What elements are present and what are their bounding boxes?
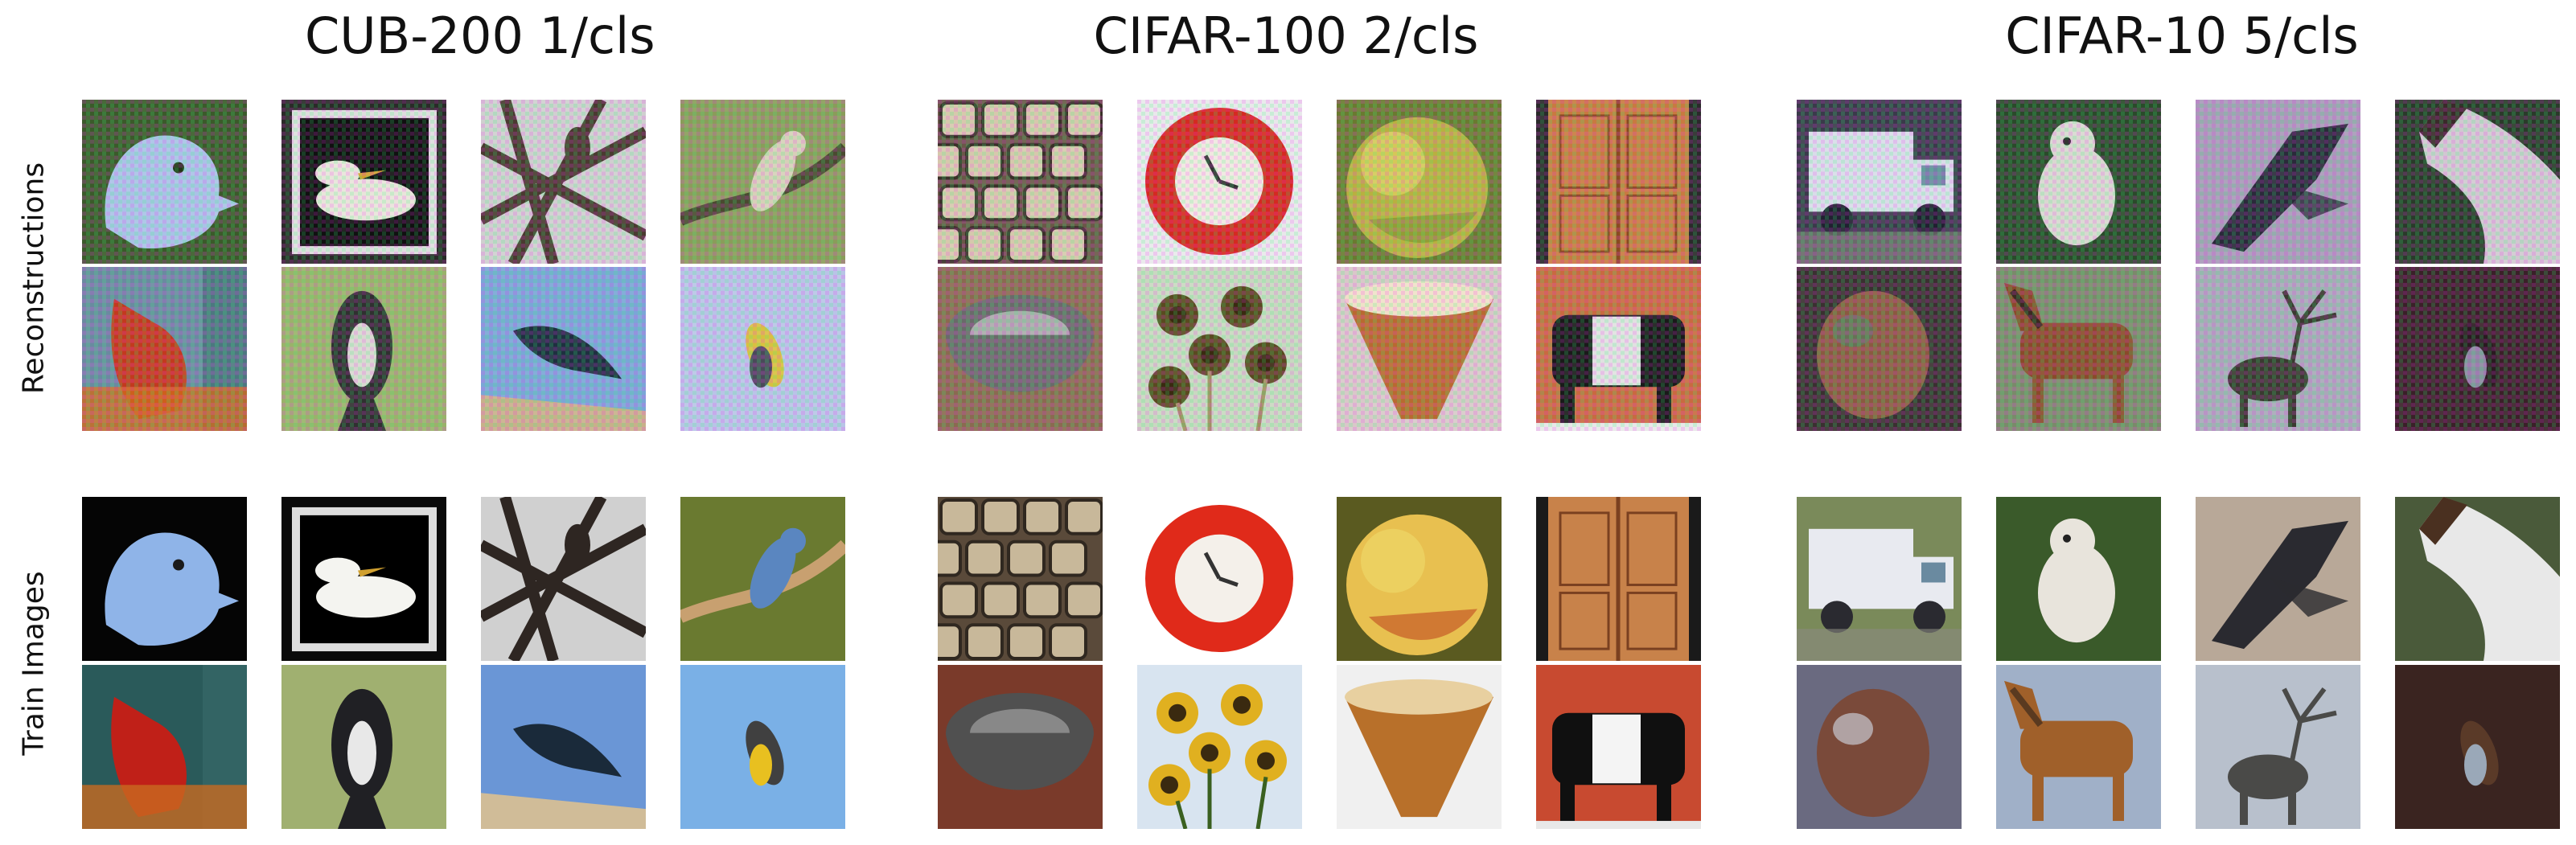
cifar10-train-image-6 <box>1996 665 2161 829</box>
cub200-reconstruction-5 <box>82 267 247 431</box>
cifar10-reconstruction-8 <box>2395 267 2560 431</box>
cub200-reconstruction-1 <box>82 100 247 264</box>
cub200-reconstruction-6 <box>281 267 446 431</box>
cifar100-reconstruction-4 <box>1536 100 1701 264</box>
panel-title-cub200: CUB-200 1/cls <box>305 6 655 65</box>
cub200-reconstruction-4 <box>680 100 845 264</box>
cifar10-reconstruction-5 <box>1797 267 1962 431</box>
cub200-train-image-4 <box>680 497 845 661</box>
cifar100-reconstruction-3 <box>1337 100 1502 264</box>
cifar100-train-image-2 <box>1137 497 1302 661</box>
cub200-train-image-1 <box>82 497 247 661</box>
cifar10-reconstruction-6 <box>1996 267 2161 431</box>
cifar100-train-image-4 <box>1536 497 1701 661</box>
cifar100-train-image-7 <box>1337 665 1502 829</box>
cifar100-reconstruction-2 <box>1137 100 1302 264</box>
cifar10-train-image-7 <box>2196 665 2360 829</box>
cifar10-train-image-3 <box>2196 497 2360 661</box>
cifar10-reconstruction-7 <box>2196 267 2360 431</box>
cifar100-train-image-3 <box>1337 497 1502 661</box>
cifar10-train-image-5 <box>1797 665 1962 829</box>
cifar100-reconstruction-5 <box>938 267 1103 431</box>
row-label-reconstructions: Reconstructions <box>17 162 51 395</box>
cub200-train-image-3 <box>481 497 646 661</box>
cub200-train-image-2 <box>281 497 446 661</box>
cub200-train-image-8 <box>680 665 845 829</box>
cifar10-reconstruction-4 <box>2395 100 2560 264</box>
cifar10-reconstruction-3 <box>2196 100 2360 264</box>
cifar100-reconstruction-7 <box>1337 267 1502 431</box>
cifar100-train-image-8 <box>1536 665 1701 829</box>
cub200-reconstruction-7 <box>481 267 646 431</box>
cifar10-train-image-8 <box>2395 665 2560 829</box>
panel-title-cifar10: CIFAR-10 5/cls <box>2005 6 2359 65</box>
cifar10-train-image-1 <box>1797 497 1962 661</box>
cifar100-reconstruction-8 <box>1536 267 1701 431</box>
cifar10-train-image-2 <box>1996 497 2161 661</box>
cifar100-train-image-6 <box>1137 665 1302 829</box>
cifar100-reconstruction-1 <box>938 100 1103 264</box>
cub200-reconstruction-2 <box>281 100 446 264</box>
cub200-reconstruction-3 <box>481 100 646 264</box>
panel-title-cifar100: CIFAR-100 2/cls <box>1093 6 1479 65</box>
cub200-reconstruction-8 <box>680 267 845 431</box>
cifar10-reconstruction-1 <box>1797 100 1962 264</box>
cub200-train-image-6 <box>281 665 446 829</box>
cub200-train-image-7 <box>481 665 646 829</box>
cifar100-reconstruction-6 <box>1137 267 1302 431</box>
cifar100-train-image-5 <box>938 665 1103 829</box>
cub200-train-image-5 <box>82 665 247 829</box>
row-label-train-images: Train Images <box>17 571 51 756</box>
cifar10-reconstruction-2 <box>1996 100 2161 264</box>
cifar10-train-image-4 <box>2395 497 2560 661</box>
cifar100-train-image-1 <box>938 497 1103 661</box>
